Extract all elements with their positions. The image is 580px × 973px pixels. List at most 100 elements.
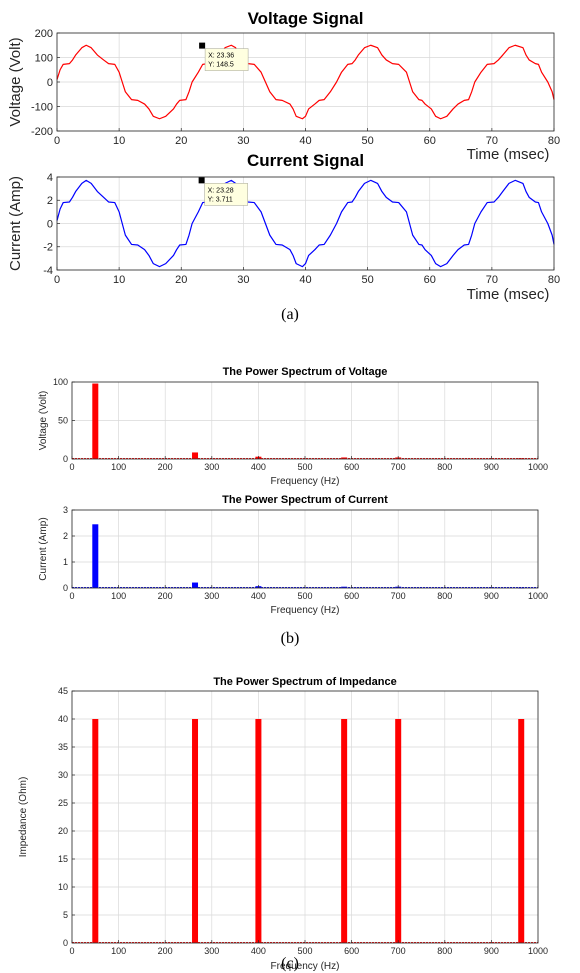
- impedance_spectrum-bar: [341, 719, 347, 943]
- voltage_spectrum-xtick-label: 0: [69, 462, 74, 472]
- current_signal-xtick-label: 20: [175, 274, 187, 286]
- voltage_signal-ytick-label: -200: [31, 126, 53, 138]
- current_signal-ytick-label: -2: [43, 242, 53, 254]
- current_signal-ytick-label: 4: [47, 172, 53, 184]
- current_spectrum-xtick-label: 100: [111, 591, 126, 601]
- caption-b: (b): [0, 630, 580, 648]
- current_signal-xtick-label: 0: [54, 274, 60, 286]
- voltage_spectrum-ylabel: Voltage (Volt): [38, 391, 49, 450]
- impedance_spectrum-ylabel: Impedance (Ohm): [18, 777, 29, 858]
- current_spectrum-bar: [192, 583, 198, 588]
- voltage_spectrum-xtick-label: 600: [344, 462, 359, 472]
- current_spectrum-ylabel: Current (Amp): [38, 517, 49, 580]
- impedance_spectrum-ytick-label: 30: [58, 770, 68, 780]
- impedance_spectrum-ytick-label: 45: [58, 686, 68, 696]
- voltage_spectrum-xtick-label: 1000: [528, 462, 548, 472]
- voltage_signal-xlabel: Time (msec): [467, 146, 550, 163]
- voltage_spectrum-xtick-label: 200: [158, 462, 173, 472]
- voltage_signal-title: Voltage Signal: [248, 9, 364, 28]
- voltage_signal-datatip-marker: [199, 43, 205, 49]
- impedance_spectrum-ytick-label: 15: [58, 854, 68, 864]
- current_signal-title: Current Signal: [247, 151, 364, 170]
- impedance_spectrum-bar: [518, 719, 524, 943]
- voltage_spectrum-xlabel: Frequency (Hz): [271, 476, 340, 487]
- impedance_spectrum-ytick-label: 35: [58, 742, 68, 752]
- current_signal-xtick-label: 80: [548, 274, 560, 286]
- voltage_spectrum-xtick-label: 300: [204, 462, 219, 472]
- current_signal-ytick-label: 0: [47, 218, 53, 230]
- impedance_spectrum-bar: [255, 719, 261, 943]
- current_spectrum-xtick-label: 1000: [528, 591, 548, 601]
- voltage_signal-datatip-x: X: 23.36: [208, 53, 234, 60]
- voltage_signal-ytick-label: 0: [47, 77, 53, 89]
- current_signal-xtick-label: 50: [362, 274, 374, 286]
- voltage_signal-datatip-y: Y: 148.5: [208, 62, 234, 69]
- voltage_signal-xtick-label: 40: [299, 135, 311, 147]
- caption-a: (a): [0, 306, 580, 324]
- current_spectrum-xtick-label: 500: [297, 591, 312, 601]
- voltage_spectrum-bar: [92, 384, 98, 459]
- voltage_signal-xtick-label: 80: [548, 135, 560, 147]
- impedance_spectrum-bar: [92, 719, 98, 943]
- current_spectrum-xtick-label: 200: [158, 591, 173, 601]
- current_spectrum-xtick-label: 600: [344, 591, 359, 601]
- voltage_spectrum-title: The Power Spectrum of Voltage: [223, 366, 388, 378]
- current_signal-xtick-label: 60: [424, 274, 436, 286]
- impedance_spectrum-ytick-label: 5: [63, 910, 68, 920]
- impedance_spectrum-bar: [395, 719, 401, 943]
- voltage_spectrum-ytick-label: 100: [53, 377, 68, 387]
- current_spectrum-xlabel: Frequency (Hz): [271, 605, 340, 616]
- voltage_spectrum-ytick-label: 50: [58, 416, 68, 426]
- voltage_signal-xtick-label: 60: [424, 135, 436, 147]
- voltage_signal-ytick-label: 100: [35, 52, 53, 64]
- voltage_spectrum-xtick-label: 700: [391, 462, 406, 472]
- current_signal-datatip-y: Y: 3.711: [208, 196, 233, 203]
- current_signal-xlabel: Time (msec): [467, 286, 550, 303]
- current_spectrum-ytick-label: 0: [63, 583, 68, 593]
- voltage_signal-ytick-label: -100: [31, 101, 53, 113]
- current_signal-ylabel: Current (Amp): [7, 176, 24, 271]
- voltage_signal-xtick-label: 10: [113, 135, 125, 147]
- current_signal-datatip-x: X: 23.28: [208, 187, 234, 194]
- current_spectrum-xtick-label: 400: [251, 591, 266, 601]
- impedance_spectrum-bar: [192, 719, 198, 943]
- current_spectrum-bar: [92, 524, 98, 588]
- current_signal-ytick-label: 2: [47, 195, 53, 207]
- voltage_signal-xtick-label: 50: [362, 135, 374, 147]
- current_signal-xtick-label: 30: [237, 274, 249, 286]
- impedance_spectrum-ytick-label: 40: [58, 714, 68, 724]
- current_spectrum-xtick-label: 700: [391, 591, 406, 601]
- voltage_signal-xtick-label: 20: [175, 135, 187, 147]
- current_spectrum-ytick-label: 3: [63, 505, 68, 515]
- voltage_spectrum-xtick-label: 500: [297, 462, 312, 472]
- current_spectrum-ytick-label: 2: [63, 531, 68, 541]
- voltage_signal-xtick-label: 30: [237, 135, 249, 147]
- current_signal-xtick-label: 10: [113, 274, 125, 286]
- current_signal-xtick-label: 70: [486, 274, 498, 286]
- impedance_spectrum-ytick-label: 10: [58, 882, 68, 892]
- voltage_spectrum-ytick-label: 0: [63, 454, 68, 464]
- voltage_signal-ytick-label: 200: [35, 28, 53, 40]
- voltage_spectrum-xtick-label: 900: [484, 462, 499, 472]
- current_spectrum-xtick-label: 800: [437, 591, 452, 601]
- current_spectrum-ytick-label: 1: [63, 557, 68, 567]
- current_spectrum-xtick-label: 900: [484, 591, 499, 601]
- voltage_spectrum-xtick-label: 400: [251, 462, 266, 472]
- current_signal-xtick-label: 40: [299, 274, 311, 286]
- voltage_signal-xtick-label: 0: [54, 135, 60, 147]
- impedance_spectrum-title: The Power Spectrum of Impedance: [213, 676, 396, 688]
- current_signal-datatip-marker: [199, 177, 205, 183]
- current_spectrum-title: The Power Spectrum of Current: [222, 494, 388, 506]
- voltage_spectrum-xtick-label: 800: [437, 462, 452, 472]
- impedance_spectrum-ytick-label: 25: [58, 798, 68, 808]
- voltage_signal-ylabel: Voltage (Volt): [7, 37, 24, 126]
- voltage_spectrum-bar: [192, 452, 198, 459]
- current_spectrum-xtick-label: 300: [204, 591, 219, 601]
- impedance_spectrum-ytick-label: 20: [58, 826, 68, 836]
- caption-c: (c): [0, 955, 580, 973]
- current_spectrum-xtick-label: 0: [69, 591, 74, 601]
- impedance_spectrum-ytick-label: 0: [63, 938, 68, 948]
- current_signal-ytick-label: -4: [43, 265, 53, 277]
- voltage_spectrum-xtick-label: 100: [111, 462, 126, 472]
